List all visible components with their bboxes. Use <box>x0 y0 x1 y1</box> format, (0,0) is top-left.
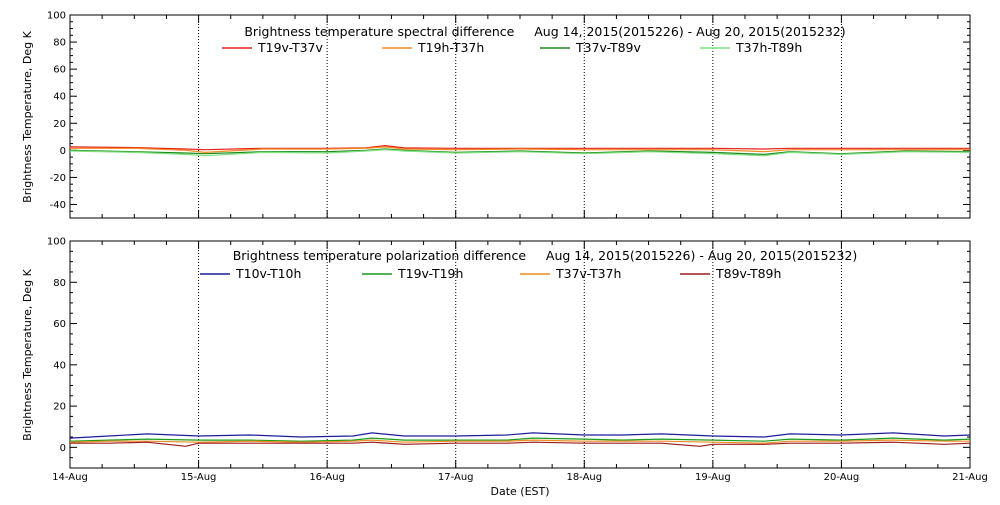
series-line-t37v-t37h <box>69 439 970 444</box>
legend-entry: T19v-T37v <box>257 40 324 55</box>
legend-entry: T89v-T89h <box>715 266 781 281</box>
chart-panel-2: 0 20 40 60 80 100 14-Aug 15-Aug 16-Aug 17-Aug 18-A… <box>21 237 988 499</box>
plot-frame <box>69 14 971 219</box>
x-tick-label: 21-Aug <box>952 472 988 483</box>
x-tick-label: 14-Aug <box>52 472 88 483</box>
y-tick-label: -40 <box>50 200 66 211</box>
legend-entry: T37h-T89h <box>735 40 802 55</box>
legend-entry: T10v-T10h <box>235 266 301 281</box>
legend-entry: T19h-T37h <box>417 40 484 55</box>
y-tick-label: 100 <box>47 11 66 22</box>
chart-title: Brightness temperature polarization diff… <box>233 248 858 263</box>
legend-entry: T37v-T37h <box>555 266 621 281</box>
series-line-t10v-t10h <box>69 432 971 439</box>
y-axis-label: Brightness Temperature, Deg K <box>21 268 34 440</box>
y-tick-label: 80 <box>53 278 66 289</box>
y-tick-label: 60 <box>53 65 66 76</box>
y-tick-label: 40 <box>53 360 66 371</box>
legend-entry: T37v-T89v <box>575 40 642 55</box>
x-tick-label: 16-Aug <box>309 472 345 483</box>
x-tick-label: 19-Aug <box>695 472 731 483</box>
x-axis-label: Date (EST) <box>490 485 549 498</box>
y-tick-label: 80 <box>53 38 66 49</box>
x-tick-label: 15-Aug <box>181 472 217 483</box>
y-tick-label: 20 <box>53 402 66 413</box>
y-tick-label: 0 <box>60 146 66 157</box>
chart-title: Brightness temperature spectral differen… <box>244 24 845 39</box>
series-line-t89v-t89h <box>70 441 971 447</box>
y-tick-label: 40 <box>53 92 66 103</box>
series-line-t19h-t37h <box>70 146 970 154</box>
x-tick-label: 17-Aug <box>438 472 474 483</box>
x-tick-label: 20-Aug <box>824 472 860 483</box>
y-tick-label: -20 <box>50 173 66 184</box>
x-tick-label: 18-Aug <box>566 472 602 483</box>
y-tick-label: 100 <box>47 237 66 248</box>
y-axis-label: Brightness Temperature, Deg K <box>21 30 34 202</box>
series-line-t37h-t89h <box>69 149 971 157</box>
legend-entry: T19v-T19h <box>397 266 463 281</box>
y-tick-label: 20 <box>53 119 66 130</box>
chart-panel-1: -40 -20 0 20 40 60 80 100 Brightness Temperature… <box>21 11 971 219</box>
series-line-t19v-t37v <box>69 144 970 151</box>
series-line-t19v-t19h <box>69 437 971 442</box>
y-tick-label: 60 <box>53 319 66 330</box>
y-tick-label: 0 <box>60 443 66 454</box>
